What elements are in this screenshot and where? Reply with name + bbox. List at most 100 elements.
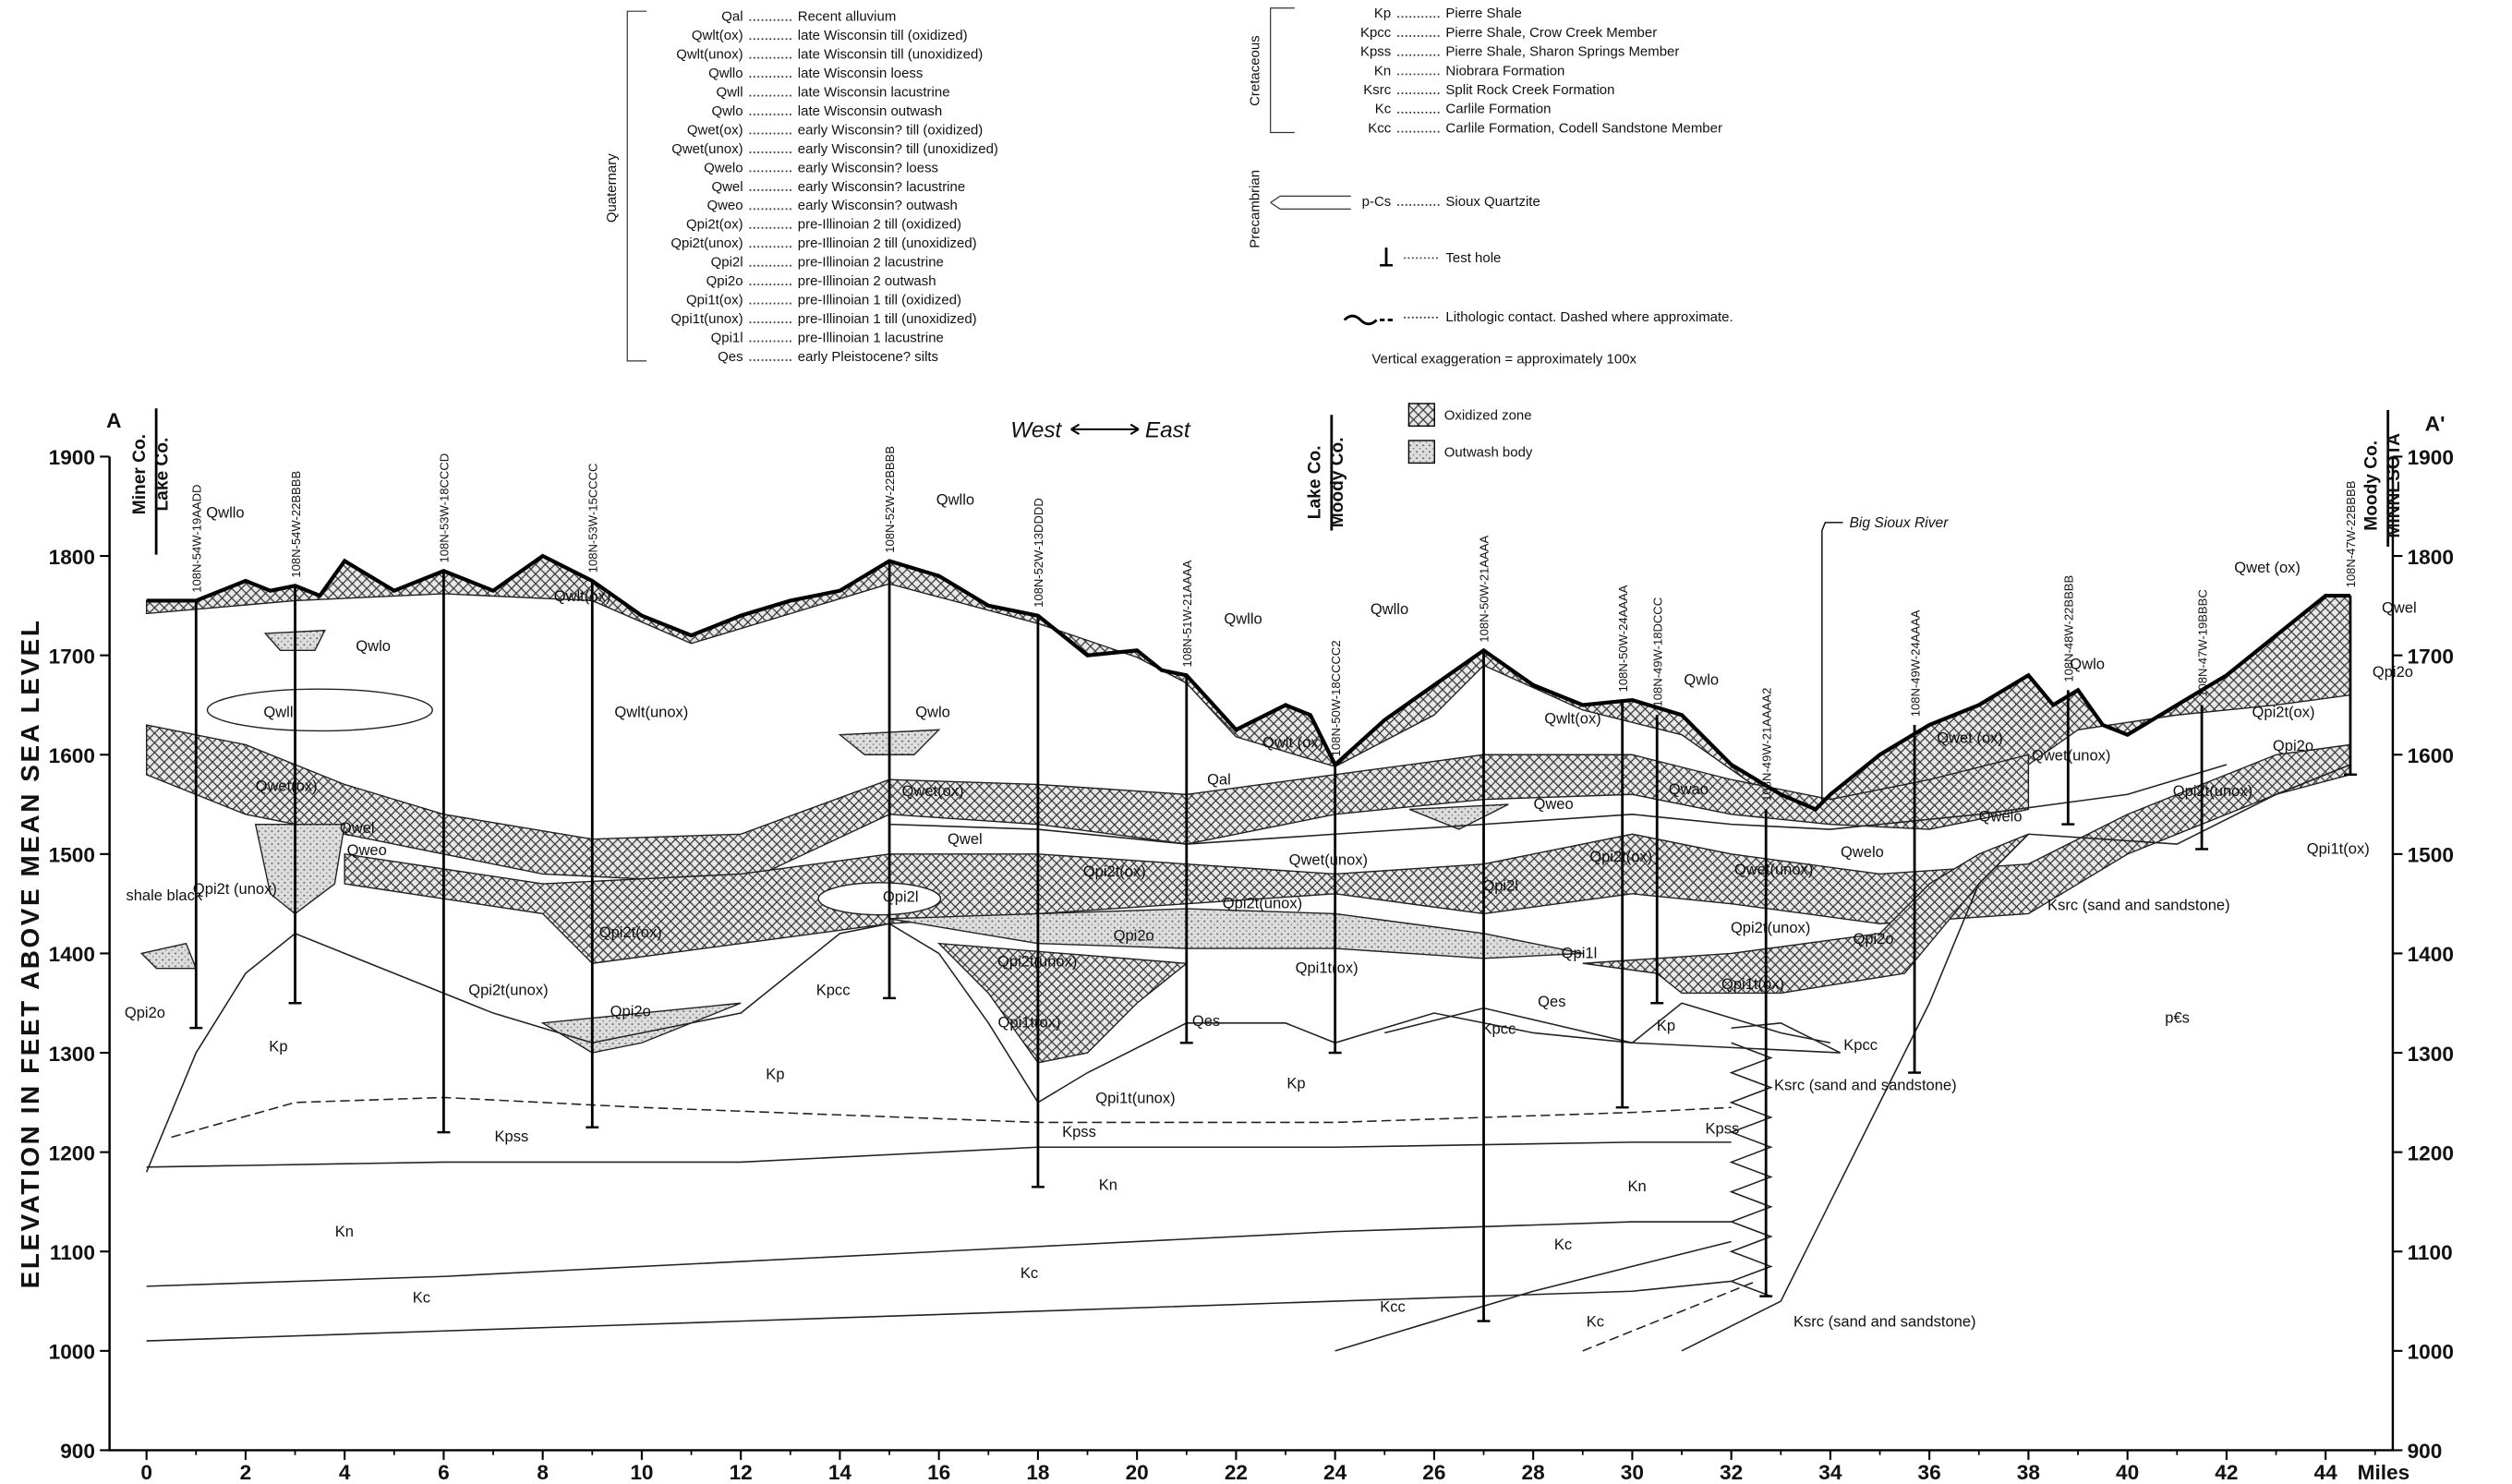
y-tick-label-right: 1200 bbox=[2408, 1141, 2454, 1164]
legend-description: Sioux Quartzite bbox=[1445, 194, 1540, 210]
legend-code: Qwel bbox=[711, 179, 743, 195]
outwash-swatch bbox=[1407, 440, 1435, 465]
legend-code: Kpss bbox=[1360, 44, 1391, 60]
legend-description: pre-Illinoian 1 till (oxidized) bbox=[798, 292, 961, 308]
y-tick-label: 1100 bbox=[50, 1241, 95, 1264]
legend-code: Kn bbox=[1374, 63, 1391, 78]
x-tick-label: 18 bbox=[1026, 1461, 1049, 1484]
legend-code: Ksrc bbox=[1363, 82, 1391, 98]
x-unit: Miles bbox=[2358, 1461, 2410, 1484]
unit-label: Qpi2t(unox) bbox=[1731, 919, 1810, 936]
unit-label: Ksrc (sand and sandstone) bbox=[1774, 1076, 1957, 1093]
unit-label: Qes bbox=[1192, 1012, 1220, 1030]
y-tick-label-right: 1800 bbox=[2408, 546, 2454, 569]
legend-code: Kc bbox=[1375, 102, 1392, 117]
legend: Qal Recent alluvium Qwlt(ox) late Wisconsin… bbox=[604, 6, 1733, 465]
test-hole-label: 108N-50W-21AAAA bbox=[1478, 535, 1492, 642]
unit-label: Qpi2o bbox=[125, 1004, 165, 1021]
unit-label: Kc bbox=[413, 1288, 430, 1306]
legend-text: Test hole bbox=[1445, 250, 1501, 266]
unit-label: Qwll bbox=[263, 704, 293, 721]
legend-code: p-Cs bbox=[1362, 194, 1392, 210]
unit-label: Qpi2t(ox) bbox=[599, 923, 662, 941]
legend-code: Qpi1t(unox) bbox=[670, 311, 743, 327]
contact bbox=[889, 764, 2228, 845]
unit-label: Kn bbox=[335, 1223, 354, 1240]
legend-description: pre-Illinoian 2 till (unoxidized) bbox=[798, 235, 977, 251]
unit-label: Kn bbox=[1099, 1176, 1117, 1193]
x-tick-label: 20 bbox=[1126, 1461, 1149, 1484]
legend-description: early Wisconsin? till (oxidized) bbox=[798, 122, 983, 138]
y-tick-label-right: 1900 bbox=[2408, 446, 2454, 469]
oxidized-swatch bbox=[1407, 403, 1435, 428]
legend-description: early Pleistocene? silts bbox=[798, 349, 938, 365]
contact bbox=[171, 1096, 1732, 1139]
direction-arrow bbox=[1070, 423, 1140, 435]
legend-description: pre-Illinoian 1 till (unoxidized) bbox=[798, 311, 977, 327]
contact bbox=[145, 923, 1831, 1173]
x-tick-label: 10 bbox=[630, 1461, 653, 1484]
unit-label: Kpss bbox=[495, 1128, 529, 1145]
y-tick-label-right: 1500 bbox=[2408, 844, 2454, 867]
unit-label: Kpss bbox=[1706, 1119, 1740, 1137]
unit-label: Qwet(unox) bbox=[2032, 747, 2110, 765]
y-tick-label-right: 1100 bbox=[2408, 1241, 2453, 1264]
unit-label: Qpi2l bbox=[1482, 877, 1518, 895]
test-hole-label: 108N-52W-22BBBB bbox=[883, 446, 897, 553]
unit-label: Kp bbox=[766, 1065, 784, 1082]
unit-label: Qpi1t(ox) bbox=[2307, 840, 2370, 858]
unit-label: Qwllo bbox=[936, 491, 974, 509]
unit-label: Kn bbox=[1628, 1177, 1647, 1195]
test-hole-label: 108N-50W-24AAAA bbox=[1616, 585, 1630, 692]
unit-label: Qwel bbox=[948, 830, 983, 848]
legend-code: Qwlt(ox) bbox=[692, 28, 743, 43]
county-label: Lake Co. bbox=[1306, 445, 1325, 519]
x-tick-label: 2 bbox=[240, 1461, 252, 1484]
legend-code: Kp bbox=[1374, 6, 1391, 21]
precambrian-arrow bbox=[1270, 195, 1351, 210]
geology bbox=[100, 408, 2403, 1460]
unit-label: Qwlo bbox=[2070, 655, 2105, 672]
legend-description: early Wisconsin? till (unoxidized) bbox=[798, 141, 998, 157]
unit-label: Qwet(ox) bbox=[256, 778, 318, 795]
county-label: MINNESOTA bbox=[2385, 433, 2404, 538]
unit-label: Qpi2o bbox=[2373, 663, 2413, 681]
legend-code: Qpi1t(ox) bbox=[686, 292, 743, 308]
unit-label: p€s bbox=[2165, 1008, 2190, 1026]
unit-label: Qwlt (ox) bbox=[1262, 734, 1323, 752]
y-tick-label: 1600 bbox=[49, 744, 95, 767]
legend-text: Outwash body bbox=[1444, 444, 1533, 460]
unit-label: Qpi1t(ox) bbox=[1296, 959, 1359, 976]
unit-label: Kp bbox=[269, 1038, 287, 1056]
x-tick-label: 6 bbox=[438, 1461, 450, 1484]
lens bbox=[206, 688, 433, 732]
unit-label: Qpi2l bbox=[883, 888, 919, 906]
x-tick-label: 40 bbox=[2116, 1461, 2139, 1484]
unit-label: Qal bbox=[1207, 771, 1231, 789]
unit-label: Qwlo bbox=[915, 704, 950, 721]
unit-label: shale black bbox=[126, 887, 202, 904]
x-tick-label: 16 bbox=[927, 1461, 950, 1484]
legend-group: Precambrian bbox=[1247, 170, 1262, 248]
river-label: Big Sioux River bbox=[1849, 515, 1949, 531]
contact bbox=[1729, 1042, 1773, 1297]
unit-label: Kpcc bbox=[1482, 1020, 1516, 1038]
unit-label: Ksrc (sand and sandstone) bbox=[2047, 896, 2230, 913]
unit-label: Qpi2t(ox) bbox=[1083, 863, 1146, 880]
unit-label: Qwet (ox) bbox=[1937, 729, 2003, 746]
unit-label: Qpi1l bbox=[1562, 945, 1598, 962]
y-tick-label: 1700 bbox=[49, 645, 95, 668]
legend-code: Qwet(ox) bbox=[687, 122, 743, 138]
legend-description: Pierre Shale bbox=[1445, 6, 1521, 21]
x-tick-label: 34 bbox=[1818, 1461, 1842, 1484]
y-tick-label-right: 1400 bbox=[2408, 943, 2454, 966]
legend-code: Qpi2t(ox) bbox=[686, 217, 743, 233]
legend-code: Qwllo bbox=[708, 66, 743, 81]
test-hole-label: 108N-49W-24AAAA bbox=[1908, 609, 1922, 717]
legend-code: Qwet(unox) bbox=[671, 141, 743, 157]
unit-label: Qpi2o bbox=[610, 1002, 651, 1019]
legend-code: Qweo bbox=[706, 198, 743, 213]
y-axis-label: ELEVATION IN FEET ABOVE MEAN SEA LEVEL bbox=[16, 619, 44, 1289]
unit-label: Qwlo bbox=[356, 637, 391, 655]
